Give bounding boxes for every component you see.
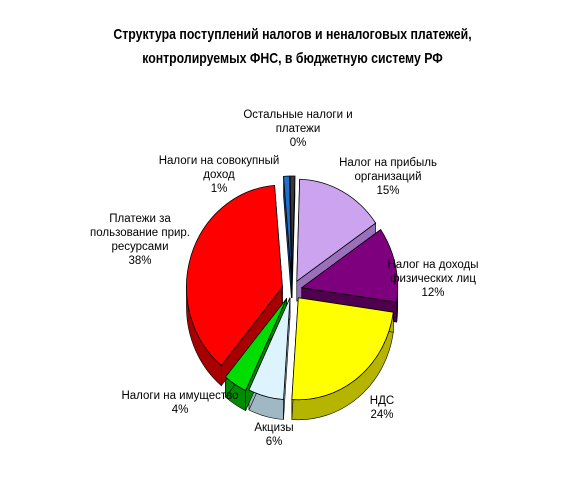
pie-labels: Налог на прибыль организаций 15% Налог на д… [90, 109, 478, 448]
chart-title-line-1: Структура поступлений налогов и неналого… [113, 26, 472, 43]
slice-value-label-2: 24% [370, 409, 393, 421]
pie-slice-4 [224, 298, 288, 392]
slice-label-1: Налог на доходы физических лиц 12% [388, 259, 479, 299]
pie-slice-3 [248, 297, 291, 400]
slice-label-5: Платежи за пользование прир. ресурсами 38% [90, 213, 190, 267]
slice-value-label-0: 15% [376, 185, 399, 197]
slice-name-label-1-1: физических лиц [390, 273, 476, 285]
slice-label-4: Налоги на имущество 4% [121, 390, 238, 416]
slice-name-label-0-0: Налог на прибыль [339, 157, 437, 169]
slice-label-2: НДС 24% [370, 395, 394, 421]
slice-name-label-4-0: Налоги на имущество [121, 390, 238, 402]
pie-slice-0 [296, 178, 377, 283]
slice-name-label-6-1: доход [203, 169, 235, 181]
slice-name-label-5-0: Платежи за [109, 213, 171, 225]
slice-value-label-1: 12% [421, 287, 444, 299]
slice-name-label-0-1: организаций [354, 171, 421, 183]
slice-name-label-1-0: Налог на доходы [388, 259, 479, 271]
slice-value-label-7: 0% [290, 137, 307, 149]
slice-name-label-2-0: НДС [370, 395, 394, 407]
slice-name-label-5-2: ресурсами [111, 241, 168, 253]
pie-slice-5 [186, 184, 283, 367]
slice-label-0: Налог на прибыль организаций 15% [339, 157, 437, 197]
pie-slice-1 [300, 229, 399, 303]
slice-value-label-4: 4% [172, 404, 189, 416]
slice-value-label-6: 1% [211, 183, 228, 195]
pie-slice-7 [289, 175, 296, 279]
slice-value-label-5: 38% [128, 255, 151, 267]
slice-value-label-3: 6% [266, 436, 283, 448]
slice-name-label-6-0: Налоги на совокупный [159, 155, 280, 167]
pie-tops [186, 175, 399, 401]
slice-label-6: Налоги на совокупный доход 1% [159, 155, 280, 195]
slice-label-3: Акцизы 6% [254, 422, 293, 448]
slice-name-label-5-1: пользование прир. [90, 227, 190, 239]
slice-name-label-3-0: Акцизы [254, 422, 293, 434]
slice-label-7: Остальные налоги и платежи 0% [243, 109, 352, 149]
pie-slice-6 [283, 175, 292, 279]
pie-slice-2 [291, 297, 394, 401]
slice-name-label-7-0: Остальные налоги и [243, 109, 352, 121]
chart-title-line-2: контролируемых ФНС, в бюджетную систему … [142, 50, 443, 67]
slice-name-label-7-1: платежи [276, 123, 321, 135]
